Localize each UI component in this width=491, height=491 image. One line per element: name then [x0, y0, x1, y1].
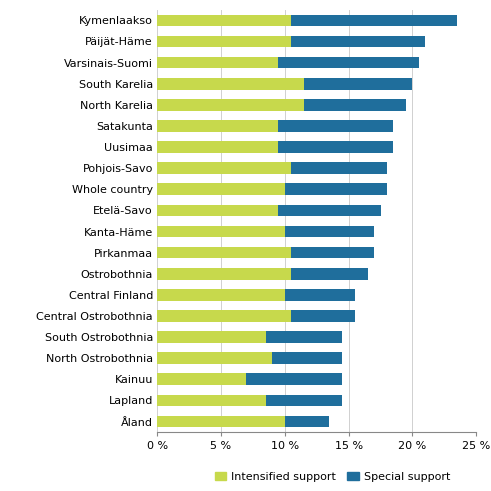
Bar — [246, 374, 342, 385]
Bar — [157, 374, 246, 385]
Bar — [157, 247, 291, 258]
Bar — [157, 268, 291, 279]
Bar — [266, 331, 342, 343]
Bar — [157, 78, 304, 89]
Bar — [157, 205, 278, 216]
Bar — [157, 141, 278, 153]
Bar — [291, 163, 387, 174]
Bar — [157, 15, 291, 26]
Bar — [157, 57, 278, 68]
Bar — [157, 120, 278, 132]
Bar — [291, 310, 355, 322]
Legend: Intensified support, Special support: Intensified support, Special support — [210, 467, 455, 486]
Bar — [157, 395, 266, 406]
Bar — [157, 289, 285, 300]
Bar — [304, 78, 412, 89]
Bar — [272, 353, 342, 364]
Bar — [157, 163, 291, 174]
Bar — [291, 36, 425, 47]
Bar — [157, 36, 291, 47]
Bar — [157, 353, 272, 364]
Bar — [278, 205, 381, 216]
Bar — [291, 268, 368, 279]
Bar — [157, 331, 266, 343]
Bar — [266, 395, 342, 406]
Bar — [285, 226, 374, 237]
Bar — [304, 99, 406, 110]
Bar — [278, 141, 393, 153]
Bar — [157, 310, 291, 322]
Bar — [157, 184, 285, 195]
Bar — [285, 184, 387, 195]
Bar — [291, 247, 374, 258]
Bar — [278, 120, 393, 132]
Bar — [278, 57, 419, 68]
Bar — [285, 416, 329, 427]
Bar — [157, 226, 285, 237]
Bar — [285, 289, 355, 300]
Bar — [157, 416, 285, 427]
Bar — [291, 15, 457, 26]
Bar — [157, 99, 304, 110]
